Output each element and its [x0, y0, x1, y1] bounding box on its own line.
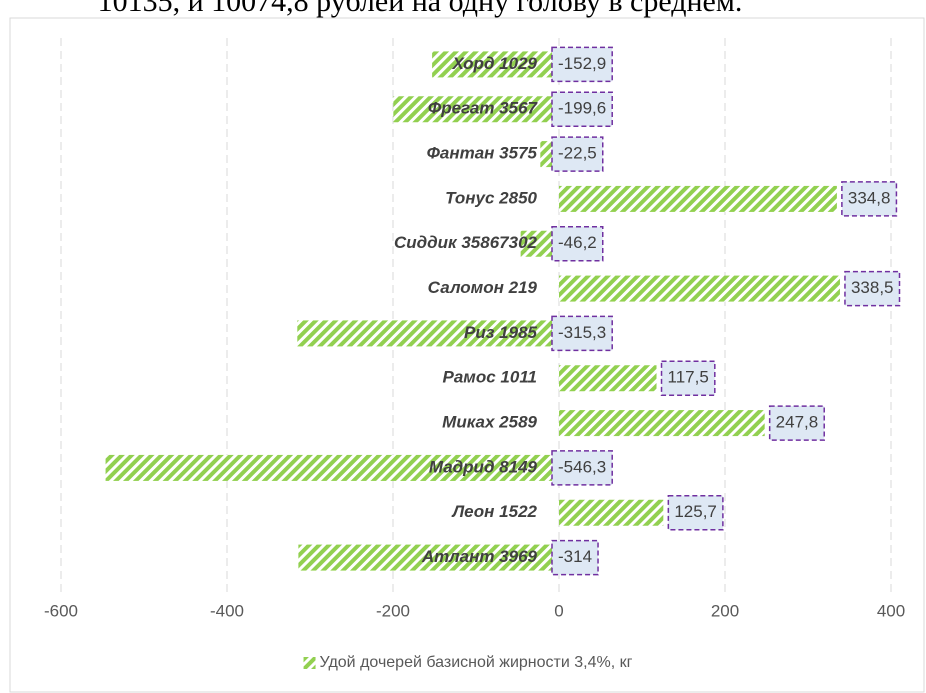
x-tick-label: 400	[877, 601, 905, 620]
category-label: Тонус 2850	[445, 188, 537, 207]
bar	[105, 454, 560, 481]
data-label-box	[768, 405, 825, 441]
data-label: 117,5	[668, 368, 709, 387]
bar	[559, 275, 840, 302]
legend-swatch	[303, 657, 316, 669]
data-label: 125,7	[674, 502, 717, 521]
page-text: 10135, и 10074,8 рублей на одну голову в…	[98, 0, 743, 18]
category-label: Миках 2589	[442, 413, 537, 432]
category-label: Леон 1522	[450, 502, 537, 521]
data-label-box	[551, 450, 613, 486]
data-label: -22,5	[558, 144, 597, 163]
legend-label: Удой дочерей базисной жирности 3,4%, кг	[320, 654, 633, 671]
category-label: Риз 1985	[464, 323, 537, 342]
data-label-box	[551, 91, 613, 127]
category-label: Фрегат 3567	[428, 99, 539, 118]
data-label: -46,2	[558, 233, 597, 252]
chart-frame	[9, 17, 925, 693]
category-label: Саломон 219	[428, 278, 538, 297]
category-label: Мадрид 8149	[429, 457, 538, 476]
data-label: -546,3	[558, 457, 606, 476]
data-label-box	[551, 46, 613, 83]
bar	[393, 96, 559, 123]
data-label-box	[841, 181, 898, 217]
data-label: 247,8	[776, 413, 819, 432]
data-label: 338,5	[851, 278, 894, 297]
data-label: -199,6	[558, 99, 606, 118]
category-label: Рамос 1011	[443, 368, 538, 387]
bar	[432, 51, 559, 78]
x-tick-label: 200	[711, 601, 739, 620]
bar	[559, 499, 664, 526]
x-tick-label: -200	[376, 601, 410, 620]
category-label: Сиддик 35867302	[394, 233, 538, 252]
data-label: 334,8	[848, 188, 891, 207]
x-tick-label: -600	[44, 601, 78, 620]
category-label: Хорд 1029	[451, 54, 537, 73]
data-label-box	[551, 315, 613, 352]
data-label-box	[551, 226, 604, 262]
category-label: Фантан 3575	[427, 144, 538, 163]
bar	[559, 410, 765, 437]
x-tick-label: -400	[210, 601, 244, 620]
data-label: -152,9	[558, 54, 606, 73]
bar	[559, 185, 837, 212]
x-tick-label: 0	[554, 601, 563, 620]
bar	[297, 320, 559, 347]
category-label: Атлант 3969	[421, 547, 538, 566]
data-label-box	[660, 360, 716, 396]
bar	[298, 544, 559, 571]
data-label-box	[667, 495, 724, 531]
data-label-box	[844, 270, 901, 307]
data-label-box	[551, 539, 599, 576]
bar	[559, 365, 657, 392]
data-label-box	[551, 136, 604, 172]
data-label: -314	[558, 547, 592, 566]
data-label: -315,3	[558, 323, 606, 342]
